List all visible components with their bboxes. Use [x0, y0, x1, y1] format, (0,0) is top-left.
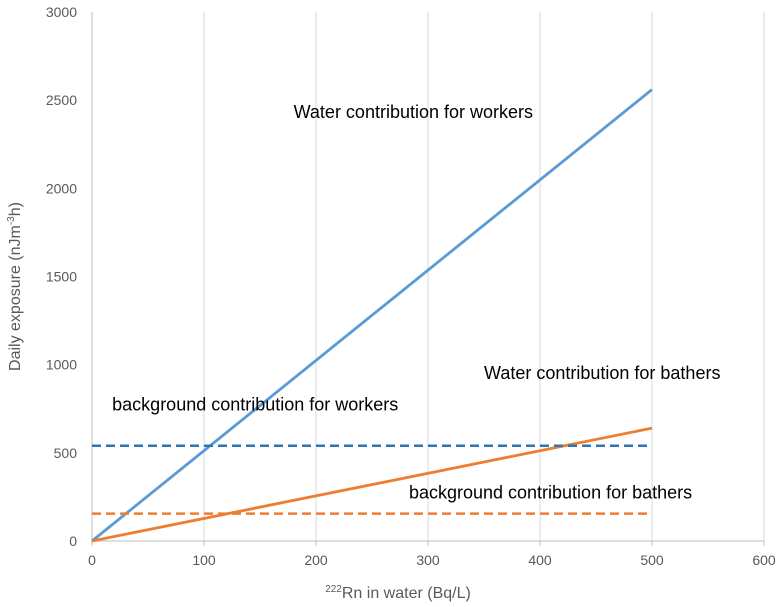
tick-labels: 0 100 200 300 400 500 600 0 500 1000 1500 2000 2500 3…	[46, 4, 776, 568]
data-series	[91, 88, 653, 543]
axes	[91, 12, 765, 546]
x-axis-title: 222Rn in water (Bq/L)	[325, 584, 471, 602]
y-tick-label-2000: 2000	[46, 180, 77, 196]
y-tick-label-1000: 1000	[46, 357, 77, 373]
y-tick-label-1500: 1500	[46, 269, 77, 285]
x-tick-label-100: 100	[192, 552, 216, 568]
y-tick-label-500: 500	[54, 445, 78, 461]
y-tick-label-3000: 3000	[46, 4, 77, 20]
grid-lines	[203, 12, 765, 541]
y-axis-title: Daily exposure (nJm-3h)	[6, 202, 24, 371]
x-tick-label-400: 400	[528, 552, 552, 568]
annotation-water-workers: Water contribution for workers	[294, 102, 533, 122]
x-tick-label-200: 200	[304, 552, 328, 568]
x-tick-label-500: 500	[640, 552, 664, 568]
annotation-water-bathers: Water contribution for bathers	[484, 363, 720, 383]
water-workers-line	[91, 88, 653, 543]
x-tick-label-0: 0	[88, 552, 96, 568]
annotation-background-workers: background contribution for workers	[112, 395, 398, 415]
x-tick-label-300: 300	[416, 552, 440, 568]
y-tick-label-2500: 2500	[46, 92, 77, 108]
annotations: Water contribution for workers Water cont…	[112, 102, 720, 503]
y-tick-label-0: 0	[69, 533, 77, 549]
x-tick-label-600: 600	[752, 552, 776, 568]
annotation-background-bathers: background contribution for bathers	[409, 483, 692, 503]
